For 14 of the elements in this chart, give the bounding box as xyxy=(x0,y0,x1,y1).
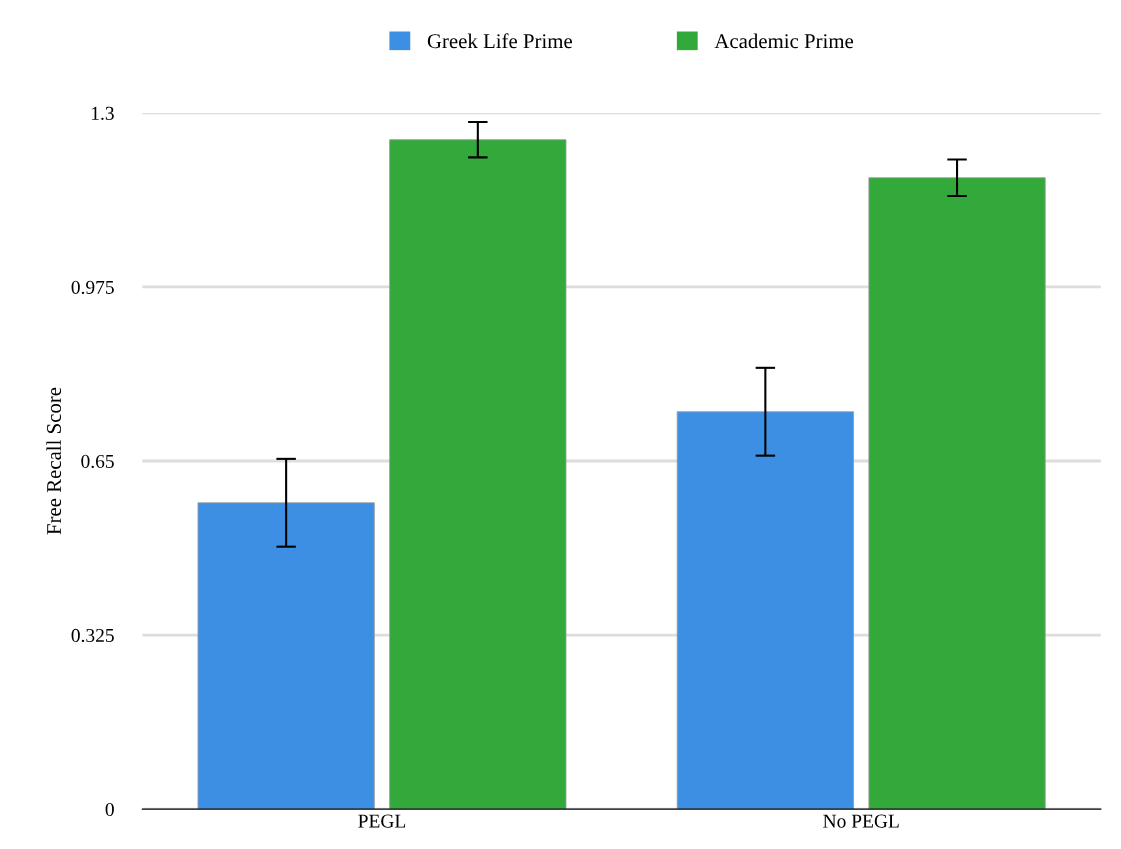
y-tick-label: 0.65 xyxy=(81,454,114,469)
legend-label: Academic Prime xyxy=(714,33,854,49)
y-tick-label: 1.3 xyxy=(91,106,114,120)
y-axis-title: Free Recall Score xyxy=(46,387,62,535)
x-tick-label: No PEGL xyxy=(823,814,899,828)
bar xyxy=(868,177,1046,810)
bar xyxy=(389,139,567,810)
bar xyxy=(197,502,375,810)
x-tick-label: PEGL xyxy=(358,814,406,828)
y-tick-label: 0.975 xyxy=(71,280,114,294)
y-tick-label: 0 xyxy=(105,802,114,817)
y-tick-label: 0.325 xyxy=(71,628,114,643)
bar xyxy=(676,411,854,810)
legend-label: Greek Life Prime xyxy=(427,33,572,49)
